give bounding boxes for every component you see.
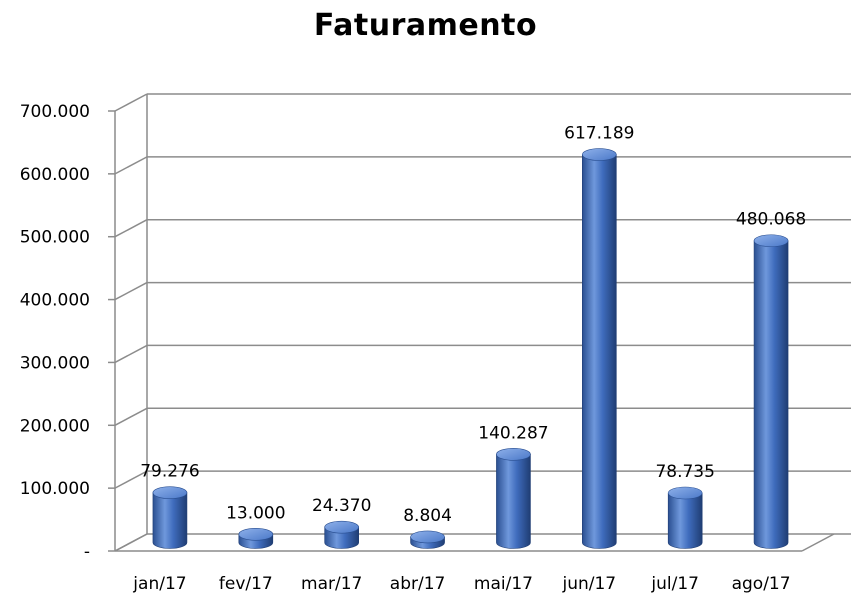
x-tick-label: jun/17	[561, 574, 616, 593]
data-label: 140.287	[478, 423, 548, 443]
chart-title: Faturamento	[313, 8, 538, 43]
bar-top	[582, 148, 617, 161]
x-tick-label: mar/17	[301, 574, 362, 593]
data-label: 480.068	[736, 210, 806, 230]
bar	[152, 486, 188, 549]
bar-body	[152, 492, 188, 549]
y-tick-label: -	[84, 542, 90, 562]
x-tick-label: mai/17	[474, 574, 533, 593]
data-label: 24.370	[312, 496, 371, 516]
data-label: 8.804	[403, 506, 452, 526]
gridline-depth	[114, 470, 148, 489]
labels-layer: - 100.000 200.000 300.000 400.000 500.000 600.…	[20, 102, 807, 593]
bar-top	[324, 520, 359, 534]
data-label: 13.000	[226, 503, 285, 523]
bar-body	[667, 492, 703, 549]
data-label: 617.189	[564, 124, 634, 144]
x-tick-label: fev/17	[219, 574, 273, 593]
bar	[324, 520, 359, 549]
gridline-depth	[114, 219, 148, 238]
gridline-depth	[114, 533, 148, 552]
bar	[410, 530, 445, 549]
bar-top	[410, 530, 445, 544]
bar-top	[152, 486, 188, 499]
x-tick-label: abr/17	[390, 574, 446, 593]
bar-top	[667, 486, 703, 500]
bar-top	[496, 448, 531, 461]
x-tick-label: ago/17	[732, 574, 791, 593]
bar	[582, 148, 617, 549]
y-tick-label: 200.000	[20, 416, 90, 436]
grid-layer	[108, 93, 851, 552]
x-tick-label: jul/17	[650, 574, 699, 593]
y-tick-label: 500.000	[20, 228, 90, 248]
bar	[238, 528, 274, 549]
bar-body	[582, 154, 617, 549]
bar-body	[496, 454, 531, 549]
data-label: 79.276	[140, 462, 199, 482]
bar	[667, 486, 703, 549]
data-label: 78.735	[655, 462, 714, 482]
gridline-depth	[114, 156, 148, 175]
gridline-depth	[114, 344, 148, 364]
y-tick-label: 100.000	[20, 479, 90, 499]
y-tick-label: 700.000	[20, 102, 90, 122]
y-tick-label: 600.000	[20, 165, 90, 185]
floor-right-edge	[801, 533, 835, 552]
bar-body	[753, 240, 789, 549]
bar-top	[238, 528, 274, 541]
bars-layer	[152, 148, 789, 549]
x-tick-label: jan/17	[132, 574, 186, 593]
y-tick-label: 400.000	[20, 291, 90, 311]
bar	[753, 234, 789, 549]
gridline-depth	[114, 407, 148, 426]
bar	[496, 448, 531, 549]
gridline-depth	[114, 281, 148, 301]
bar-top	[753, 234, 789, 248]
gridline-depth	[114, 93, 148, 112]
y-tick-label: 300.000	[20, 353, 90, 373]
